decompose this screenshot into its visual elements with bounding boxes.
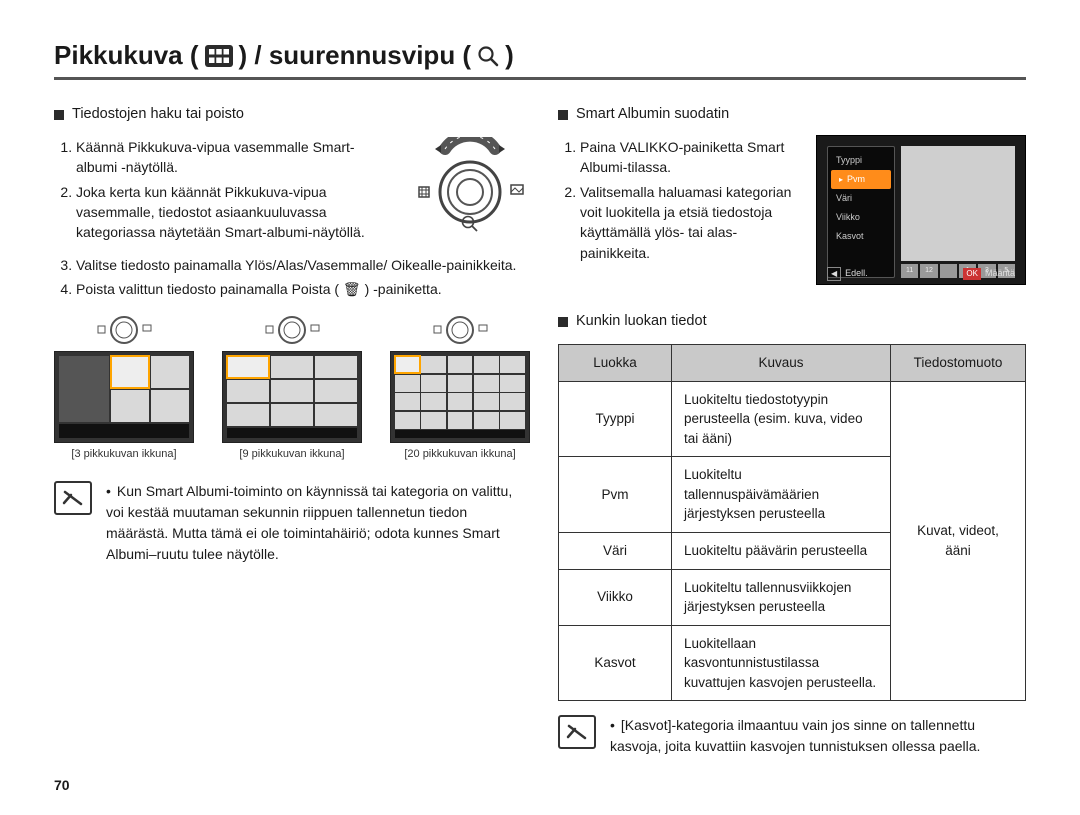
magnifier-icon	[477, 45, 499, 67]
left-steps-initial: Käännä Pikkukuva-vipua vasemmalle Smart-…	[54, 137, 394, 242]
left-heading-text: Tiedostojen haku tai poisto	[72, 104, 244, 125]
bullet-square-icon	[558, 317, 568, 327]
mini-dial-icon	[390, 307, 530, 347]
rstep-1: Paina VALIKKO-painiketta Smart Albumi-ti…	[580, 137, 798, 178]
step-4: Poista valittun tiedosto painamalla Pois…	[76, 279, 530, 299]
left-heading: Tiedostojen haku tai poisto	[54, 104, 530, 125]
note-icon	[558, 715, 596, 749]
thumb-3: [3 pikkukuvan ikkuna]	[54, 313, 194, 463]
right-heading2: Kunkin luokan tiedot	[558, 311, 1026, 332]
dial-illustration	[410, 137, 530, 237]
screen-menu: Tyyppi Pvm Väri Viikko Kasvot	[827, 146, 895, 278]
category-table: Luokka Kuvaus Tiedostomuoto Tyyppi Luoki…	[558, 344, 1026, 701]
menu-item-selected: Pvm	[831, 170, 891, 189]
thumbnail-grid-icon	[205, 45, 233, 67]
thumb-9: [9 pikkukuvan ikkuna]	[222, 313, 362, 463]
left-steps-rest: Valitse tiedosto painamalla Ylös/Alas/Va…	[54, 255, 530, 300]
note-icon	[54, 481, 92, 515]
screen-image-area: 11 12 1 3 5	[901, 146, 1015, 278]
thumb-20-caption: [20 pikkukuvan ikkuna]	[390, 447, 530, 463]
thumb-3-caption: [3 pikkukuvan ikkuna]	[54, 447, 194, 463]
grid-small-icon	[419, 187, 429, 197]
th-muoto: Tiedostomuoto	[891, 345, 1026, 382]
right-heading-text: Smart Albumin suodatin	[576, 104, 729, 125]
camera-screen-illustration: Tyyppi Pvm Väri Viikko Kasvot 11 12 1	[816, 135, 1026, 285]
left-column: Tiedostojen haku tai poisto Käännä Pikku…	[54, 96, 530, 757]
right-note-text: [Kasvot]-kategoria ilmaantuu vain jos si…	[610, 715, 1026, 757]
cell-desc: Luokiteltu päävärin perusteella	[672, 532, 891, 569]
cell-cat: Väri	[559, 532, 672, 569]
left-note: Kun Smart Albumi-toiminto on käynnissä t…	[54, 481, 530, 565]
menu-item: Kasvot	[828, 227, 894, 246]
mini-dial-icon	[222, 307, 362, 347]
title-part2: ) / suurennusvipu (	[239, 40, 472, 71]
page-number: 70	[54, 777, 70, 793]
screen-left-btn: ◀Edell.	[827, 267, 868, 281]
cell-desc: Luokitellaan kasvontunnistustilassa kuva…	[672, 625, 891, 701]
thumb-9-caption: [9 pikkukuvan ikkuna]	[222, 447, 362, 463]
step-2: Joka kerta kun käännät Pikkukuva-vipua v…	[76, 182, 394, 243]
cell-desc: Luokiteltu tallennuspäivämäärien järjest…	[672, 457, 891, 533]
menu-item: Tyyppi	[828, 151, 894, 170]
thumbnail-examples: [3 pikkukuvan ikkuna] [9 pikkukuvan ikku…	[54, 313, 530, 463]
cell-fileformat: Kuvat, videot, ääni	[891, 381, 1026, 701]
bullet-square-icon	[54, 110, 64, 120]
thumb-20: [20 pikkukuvan ikkuna]	[390, 313, 530, 463]
th-luokka: Luokka	[559, 345, 672, 382]
bullet-square-icon	[558, 110, 568, 120]
right-column: Smart Albumin suodatin Paina VALIKKO-pai…	[558, 96, 1026, 757]
title-part3: )	[505, 40, 514, 71]
screen-right-btn: OKMääritä	[963, 267, 1015, 280]
left-note-text: Kun Smart Albumi-toiminto on käynnissä t…	[106, 481, 530, 565]
mini-dial-icon	[54, 307, 194, 347]
step-1: Käännä Pikkukuva-vipua vasemmalle Smart-…	[76, 137, 394, 178]
cell-cat: Tyyppi	[559, 381, 672, 457]
cell-cat: Kasvot	[559, 625, 672, 701]
right-heading: Smart Albumin suodatin	[558, 104, 1026, 125]
rstep-2: Valitsemalla haluamasi kategorian voit l…	[580, 182, 798, 263]
right-steps: Paina VALIKKO-painiketta Smart Albumi-ti…	[558, 137, 798, 267]
right-heading2-text: Kunkin luokan tiedot	[576, 311, 707, 332]
right-note: [Kasvot]-kategoria ilmaantuu vain jos si…	[558, 715, 1026, 757]
page-title: Pikkukuva ( ) / suurennusvipu (	[54, 40, 514, 71]
th-kuvaus: Kuvaus	[672, 345, 891, 382]
page-title-row: Pikkukuva ( ) / suurennusvipu (	[54, 40, 1026, 80]
cell-desc: Luokiteltu tallennusviikkojen järjestyks…	[672, 569, 891, 625]
step-3: Valitse tiedosto painamalla Ylös/Alas/Va…	[76, 255, 530, 275]
menu-item: Väri	[828, 189, 894, 208]
cell-cat: Viikko	[559, 569, 672, 625]
menu-item: Viikko	[828, 208, 894, 227]
cell-desc: Luokiteltu tiedostotyypin perusteella (e…	[672, 381, 891, 457]
cell-cat: Pvm	[559, 457, 672, 533]
title-part1: Pikkukuva (	[54, 40, 199, 71]
